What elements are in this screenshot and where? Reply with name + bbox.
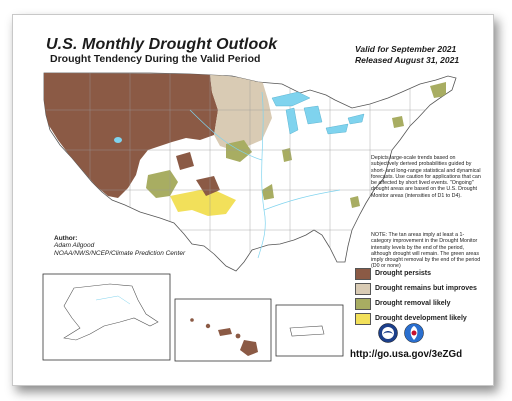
legend-item-removal: Drought removal likely: [355, 297, 451, 310]
legend-label-improves: Drought remains but improves: [375, 285, 477, 292]
legend-label-development: Drought development likely: [375, 315, 467, 322]
legend-swatch-development: [355, 312, 371, 325]
author-label: Author:: [54, 235, 78, 242]
hawaii-inset: [174, 298, 272, 362]
legend-item-improves: Drought remains but improves: [355, 282, 477, 295]
legend-swatch-removal: [355, 297, 371, 310]
nws-logo-icon: [404, 323, 424, 343]
puerto-rico-inset: [275, 304, 344, 357]
map-title: U.S. Monthly Drought Outlook: [46, 36, 278, 53]
region-drought-removal-il: [262, 184, 274, 200]
outlook-description: Depicts large-scale trends based on subj…: [371, 155, 481, 199]
legend-label-persists: Drought persists: [375, 270, 432, 277]
legend-label-removal: Drought removal likely: [375, 300, 451, 307]
legend-item-persists: Drought persists: [355, 267, 432, 280]
region-drought-improves-plains: [210, 74, 272, 150]
release-date: Released August 31, 2021: [355, 55, 460, 65]
noaa-logo-icon: [378, 323, 398, 343]
region-drought-removal-nc: [350, 196, 360, 208]
alaska-inset: [42, 273, 171, 361]
author-block: Author: Adam Allgood NOAA/NWS/NCEP/Clima…: [54, 235, 185, 257]
legend-item-development: Drought development likely: [355, 312, 467, 325]
outlook-url-link[interactable]: http://go.usa.gov/3eZGd: [350, 349, 463, 360]
region-drought-persists-co: [176, 152, 194, 170]
valid-period: Valid for September 2021: [355, 44, 457, 54]
author-org: NOAA/NWS/NCEP/Climate Prediction Center: [54, 249, 186, 257]
legend-swatch-improves: [355, 282, 371, 295]
great-salt-lake: [114, 137, 122, 143]
region-drought-removal-me: [430, 82, 446, 98]
region-drought-removal-ny: [392, 116, 404, 128]
rivers: [189, 91, 341, 259]
region-drought-removal-midwest: [226, 140, 252, 162]
map-subtitle: Drought Tendency During the Valid Period: [50, 53, 261, 65]
region-drought-persists-tx: [196, 176, 220, 196]
region-drought-removal-mi: [282, 148, 292, 162]
region-drought-persists-west: [44, 73, 218, 198]
region-drought-development-south: [170, 188, 236, 216]
outlook-note: NOTE: The tan areas imply at least a 1-c…: [371, 232, 481, 270]
author-name: Adam Allgood: [54, 242, 95, 250]
legend-swatch-persists: [355, 267, 371, 280]
great-lakes: [271, 91, 365, 135]
